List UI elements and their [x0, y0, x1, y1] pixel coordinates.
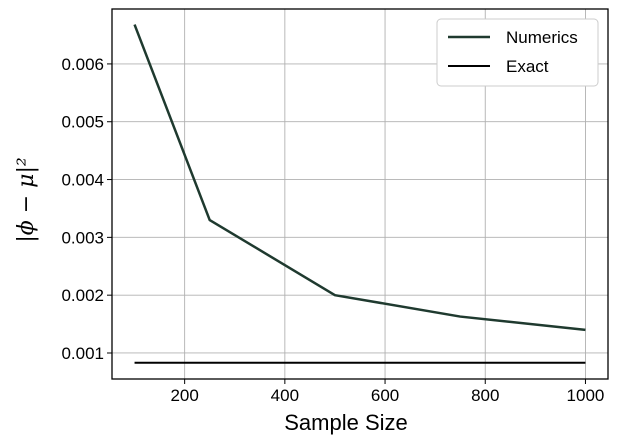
legend-label-exact: Exact	[506, 57, 549, 76]
y-tick-label: 0.005	[61, 113, 104, 132]
plot-frame	[111, 8, 609, 380]
y-tick-label: 0.004	[61, 171, 104, 190]
y-tick-label: 0.006	[61, 55, 104, 74]
x-tick-label: 400	[271, 386, 299, 405]
legend-label-numerics: Numerics	[506, 28, 578, 47]
x-tick-label: 1000	[567, 386, 605, 405]
x-tick-label: 800	[471, 386, 499, 405]
series-line-numerics	[133, 24, 586, 332]
x-axis-label: Sample Size	[284, 410, 408, 435]
y-tick-label: 0.003	[61, 228, 104, 247]
x-tick-label: 600	[371, 386, 399, 405]
y-tick-label: 0.001	[61, 344, 104, 363]
y-axis-label: |ϕ − μ|²	[14, 157, 39, 242]
series-layer	[133, 24, 586, 364]
y-tick-label: 0.002	[61, 286, 104, 305]
tick-layer: 200 400 600 800 1000 0.001 0.002 0.003 0.004 0.00…	[61, 55, 604, 405]
x-tick-label: 200	[170, 386, 198, 405]
legend: Numerics Exact	[436, 18, 599, 87]
